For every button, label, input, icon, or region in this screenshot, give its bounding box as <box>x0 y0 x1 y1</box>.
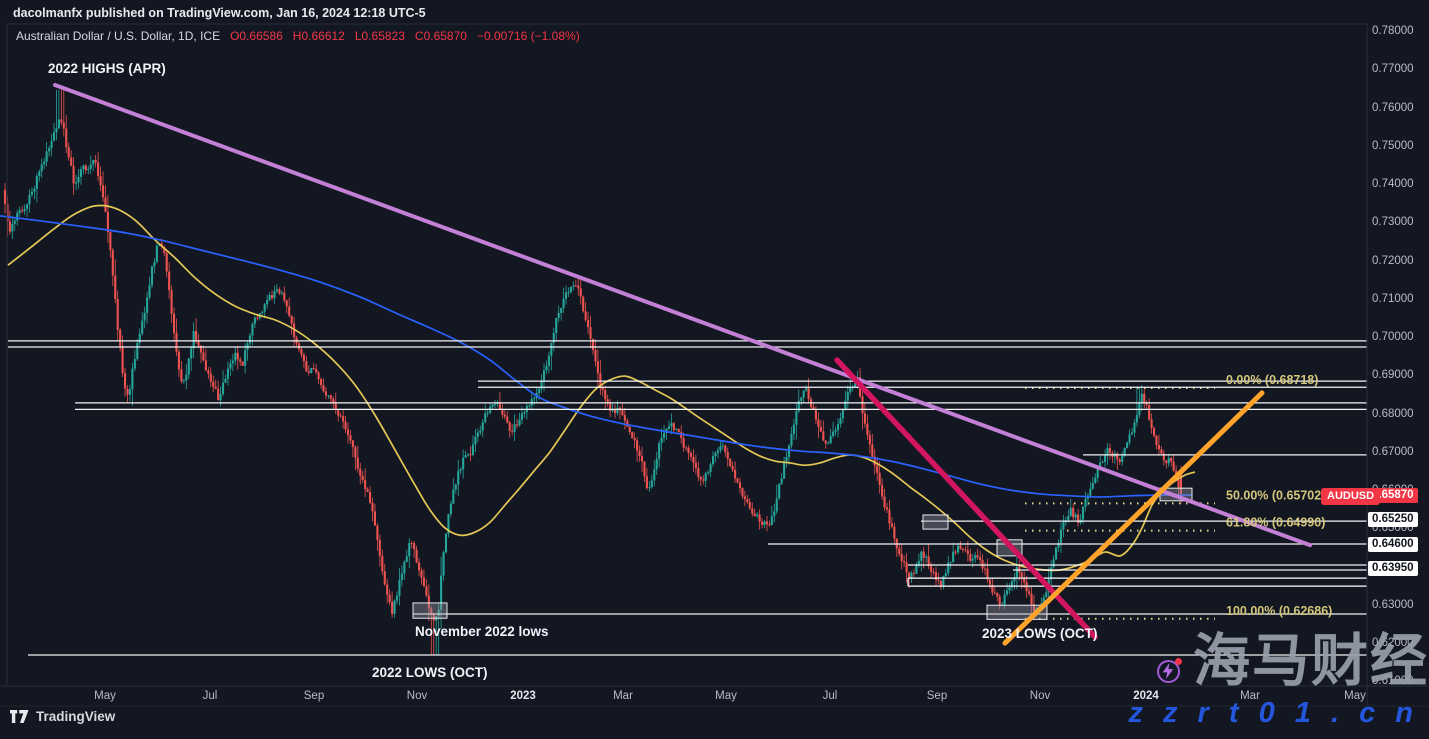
2023-recovery-line[interactable] <box>1002 390 1265 646</box>
moving-averages[interactable] <box>0 204 1196 572</box>
horizontal-levels[interactable] <box>8 340 1367 656</box>
notification-dot <box>1175 658 1182 665</box>
change-value: −0.00716 (−1.08%) <box>476 29 580 43</box>
zone-box[interactable] <box>922 514 949 530</box>
annotation-text: 2022 LOWS (OCT) <box>372 665 488 680</box>
ohlc-low-value: L0.65823 <box>354 29 405 43</box>
ohlc-high-value: H0.66612 <box>292 29 345 43</box>
lightning-icon <box>1157 658 1182 683</box>
annotation-text: 2023 LOWS (OCT) <box>982 626 1098 641</box>
trendlines[interactable] <box>53 83 1312 646</box>
pane-borders <box>0 23 1429 707</box>
fib-retracement-lines[interactable] <box>1025 387 1215 620</box>
tradingview-logo-icon[interactable] <box>10 709 29 724</box>
lightning-bolt-glyph <box>1162 663 1174 679</box>
candlestick-series[interactable] <box>3 89 1183 655</box>
lightning-icon-ring <box>1157 660 1180 683</box>
2022-downtrend-line[interactable] <box>53 83 1312 548</box>
ma-slow-blue-line <box>0 214 1193 498</box>
annotation-text: 2022 HIGHS (APR) <box>48 61 166 76</box>
2023-selloff-line[interactable] <box>834 357 1098 640</box>
watermark-site-name: 海马财经 <box>1193 629 1429 693</box>
publish-header: dacolmanfx published on TradingView.com,… <box>13 6 426 20</box>
chart-legend: Australian Dollar / U.S. Dollar, 1D, ICE… <box>16 29 580 43</box>
fib-level-label: 61.80% (0.64990) <box>1226 516 1325 530</box>
fib-level-label: 0.00% (0.68718) <box>1226 373 1318 387</box>
symbol-title[interactable]: Australian Dollar / U.S. Dollar, 1D, ICE <box>16 29 221 43</box>
fib-level-label: 100.00% (0.62686) <box>1226 604 1332 618</box>
zone-box[interactable] <box>412 602 448 619</box>
chart-annotations: 0.00% (0.68718) 50.00% (0.65702) 61.80% (0… <box>48 61 1332 680</box>
watermark-site-url: z z r t 0 1 . c n <box>1128 697 1419 729</box>
ohlc-close-value: C0.65870 <box>414 29 467 43</box>
publish-info-text: dacolmanfx published on TradingView.com,… <box>13 6 426 20</box>
annotation-text: November 2022 lows <box>415 624 549 639</box>
footer-bar: TradingView <box>10 709 115 724</box>
symbol-price-badge: AUDUSD <box>1321 487 1381 505</box>
fib-level-label: 50.00% (0.65702) <box>1226 488 1325 502</box>
tradingview-brand-text[interactable]: TradingView <box>36 709 116 724</box>
ohlc-open-value: O0.66586 <box>230 29 283 43</box>
